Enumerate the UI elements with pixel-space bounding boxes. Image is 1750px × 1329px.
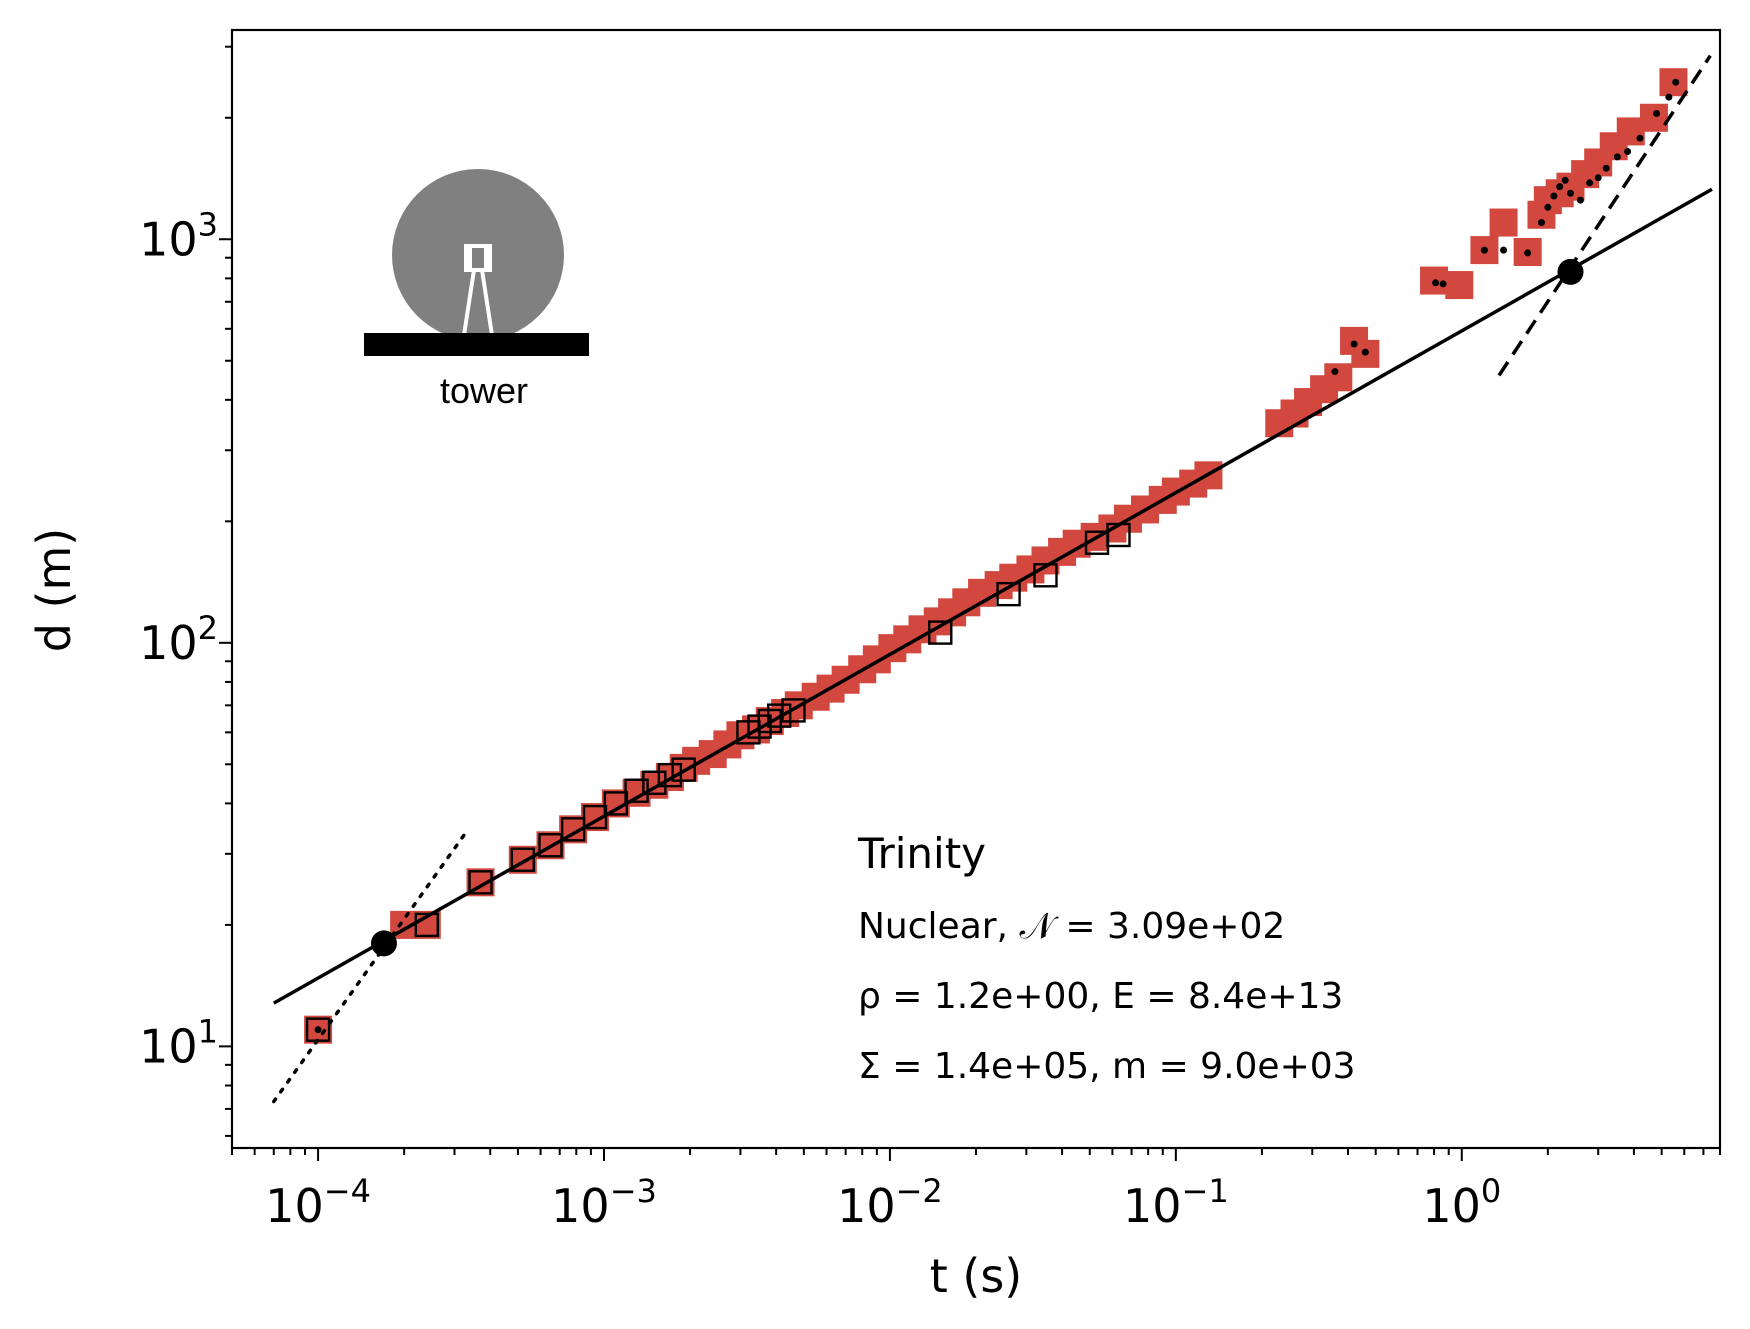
early-asymptote-line — [272, 830, 469, 1104]
transition-point — [370, 930, 397, 957]
dot-point — [1602, 164, 1610, 172]
dot-point — [1361, 348, 1369, 356]
dot-point — [1550, 192, 1558, 200]
annotation-line-3: Σ = 1.4e+05, m = 9.0e+03 — [858, 1046, 1356, 1087]
annotation-line-2: ρ = 1.2e+00, E = 8.4e+13 — [858, 976, 1343, 1017]
dot-point — [1350, 340, 1358, 348]
dot-point — [1566, 189, 1574, 197]
fit-line — [272, 187, 1713, 1005]
dot-markers — [314, 78, 1680, 1034]
ground-bar — [364, 333, 589, 356]
open-square-point — [510, 847, 535, 872]
fit-lines — [272, 54, 1713, 1104]
tower-icon — [462, 244, 494, 336]
dot-point — [1331, 368, 1339, 376]
open-square-point — [767, 703, 792, 728]
dot-point — [1672, 78, 1680, 86]
dot-point — [1500, 246, 1508, 254]
open-square-point — [671, 757, 696, 782]
open-square-point — [657, 762, 683, 788]
filled-square-point — [1639, 103, 1668, 132]
x-tick-label: 100 — [1422, 1172, 1501, 1233]
dot-point — [1524, 249, 1532, 257]
open-square-point — [757, 708, 782, 734]
dot-point — [1544, 203, 1552, 211]
dot-point — [1537, 219, 1545, 227]
x-tick-label: 10−4 — [265, 1172, 371, 1233]
annotation-line-1: Nuclear, 𝒩 = 3.09e+02 — [858, 906, 1285, 947]
dot-point — [1439, 280, 1447, 288]
y-axis-ticks: 101 102 103 — [139, 45, 232, 1137]
dot-point — [1432, 279, 1440, 287]
filled-square-point — [1445, 271, 1474, 300]
open-square-point — [414, 912, 439, 938]
dot-point — [1594, 174, 1602, 182]
open-square-point — [781, 698, 806, 723]
tower-inset: tower — [364, 169, 589, 411]
transition-point — [1557, 258, 1584, 285]
y-tick-label: 101 — [139, 1012, 218, 1073]
filled-square-point — [1324, 363, 1353, 392]
y-axis-label: d (m) — [27, 528, 81, 653]
x-axis-label: t (s) — [930, 1249, 1023, 1303]
fireball-icon — [392, 169, 564, 341]
x-axis-ticks: 10−4 10−3 10−2 10−1 100 — [231, 1148, 1721, 1233]
dot-point — [1576, 196, 1584, 204]
inset-label: tower — [440, 370, 528, 411]
open-square-point — [1033, 563, 1058, 588]
dot-point — [1480, 246, 1488, 254]
dot-point — [314, 1026, 322, 1034]
dot-point — [1624, 147, 1632, 155]
dot-point — [1586, 179, 1594, 187]
annotation-title: Trinity — [857, 829, 986, 878]
x-tick-label: 10−3 — [551, 1172, 657, 1233]
dot-point — [1561, 176, 1569, 184]
y-tick-label: 103 — [139, 205, 218, 266]
dot-point — [1613, 153, 1621, 161]
annotation-block: Trinity Nuclear, 𝒩 = 3.09e+02 ρ = 1.2e+0… — [857, 829, 1356, 1087]
x-tick-label: 10−1 — [1123, 1172, 1229, 1233]
dot-point — [1665, 93, 1673, 101]
late-asymptote-line — [1497, 54, 1712, 377]
open-square-point — [468, 870, 493, 895]
dot-point — [1556, 183, 1564, 191]
open-square-point — [538, 833, 563, 858]
x-tick-label: 10−2 — [837, 1172, 943, 1233]
y-tick-label: 102 — [139, 609, 218, 670]
filled-square-point — [1489, 208, 1518, 237]
dot-point — [1636, 134, 1644, 142]
dot-point — [1653, 109, 1661, 117]
transition-points — [370, 258, 1584, 957]
